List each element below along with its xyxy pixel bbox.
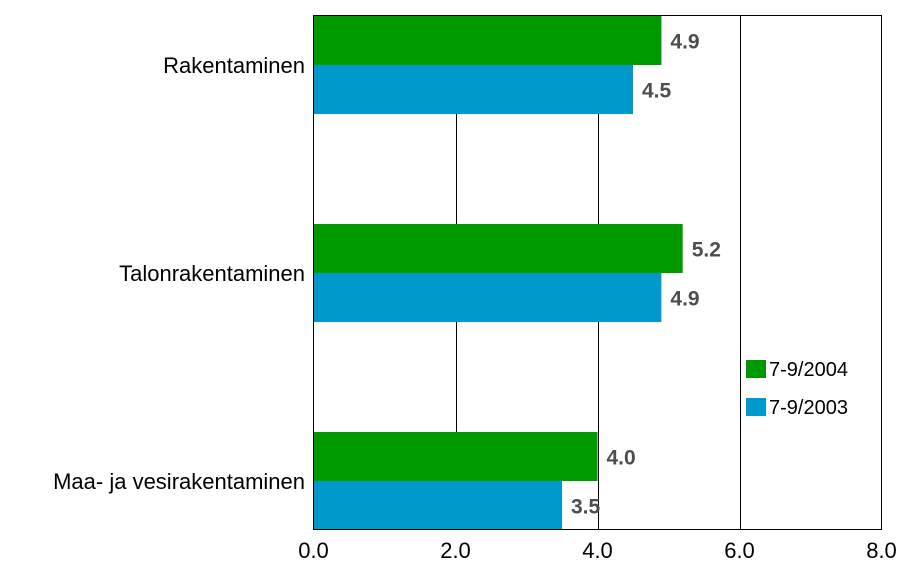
bar bbox=[313, 16, 662, 65]
data-label: 4.5 bbox=[642, 80, 672, 103]
data-label: 4.0 bbox=[607, 447, 636, 470]
data-label: 3.5 bbox=[571, 496, 601, 519]
legend-label: 7-9/2004 bbox=[769, 359, 848, 381]
tick-label: 2.0 bbox=[440, 538, 471, 563]
category-label: Maa- ja vesirakentaminen bbox=[53, 469, 305, 494]
plot-frame bbox=[313, 15, 882, 530]
tick-label: 0.0 bbox=[298, 538, 329, 563]
tick-label: 4.0 bbox=[582, 538, 613, 563]
category-label: Rakentaminen bbox=[163, 53, 305, 78]
legend: 7-9/2004 7-9/2003 bbox=[746, 359, 848, 419]
tick-label: 6.0 bbox=[724, 538, 755, 563]
category-labels: Rakentaminen Talonrakentaminen Maa- ja ves… bbox=[53, 53, 305, 494]
legend-label: 7-9/2003 bbox=[769, 397, 848, 419]
data-label: 4.9 bbox=[670, 31, 699, 54]
bar bbox=[313, 273, 662, 322]
bars bbox=[313, 16, 683, 530]
legend-swatch bbox=[746, 360, 766, 378]
bar bbox=[313, 481, 562, 530]
bar bbox=[313, 224, 683, 273]
bar bbox=[313, 65, 633, 114]
data-label: 4.9 bbox=[670, 288, 699, 311]
x-axis-ticks: 0.0 2.0 4.0 6.0 8.0 bbox=[298, 538, 897, 563]
tick-label: 8.0 bbox=[866, 538, 897, 563]
bar bbox=[313, 432, 598, 481]
legend-swatch bbox=[746, 398, 766, 416]
data-labels: 4.9 4.5 5.2 4.9 4.0 3.5 bbox=[571, 31, 721, 519]
category-label: Talonrakentaminen bbox=[119, 261, 305, 286]
data-label: 5.2 bbox=[692, 239, 721, 262]
